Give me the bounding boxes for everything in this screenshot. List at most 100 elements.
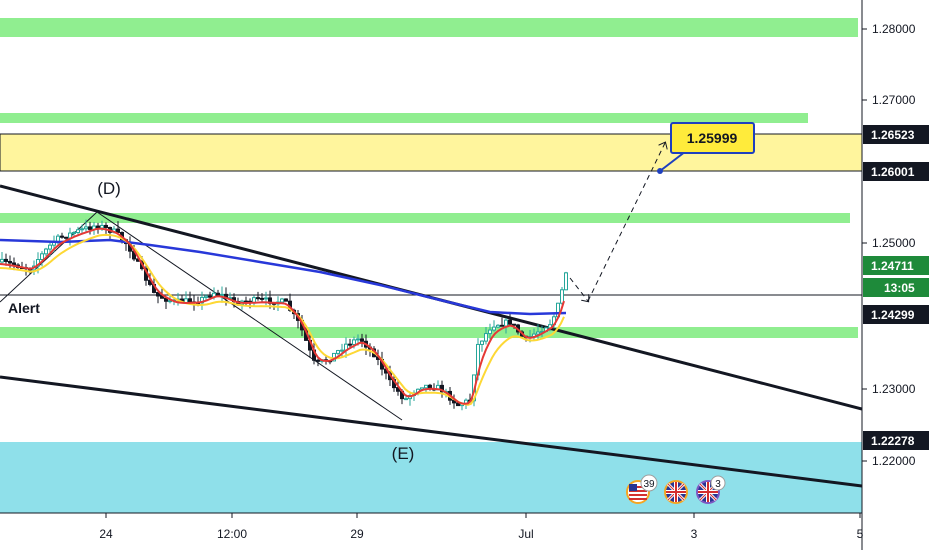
event-badge-us[interactable]: 39: [626, 474, 658, 504]
ma-long-line: [0, 238, 567, 316]
candle-body: [360, 338, 364, 342]
price-tag: [863, 125, 929, 144]
candle-body: [512, 323, 516, 326]
x-tick-label: 12:00: [217, 527, 247, 541]
price-tag-label: 1.26523: [871, 128, 915, 142]
candle-body: [40, 253, 44, 261]
candle-body: [484, 333, 488, 342]
ema-slow-line: [0, 233, 565, 406]
resistance-zone: [0, 213, 850, 223]
event-count-badge: [640, 474, 658, 492]
time-axis[interactable]: 24 12:00 29 Jul 3 5: [99, 513, 864, 541]
price-tag-label: 1.26001: [871, 165, 915, 179]
price-tag: [863, 305, 929, 324]
candle-body: [336, 350, 340, 354]
event-count: 3: [715, 479, 721, 490]
target-point: [657, 168, 663, 174]
event-badge-uk[interactable]: [664, 480, 688, 504]
candle-body: [84, 226, 88, 230]
candle-body: [4, 258, 8, 262]
candle-body: [504, 319, 508, 327]
candle-body: [424, 384, 428, 389]
y-tick-label: 1.22000: [872, 454, 916, 468]
candle-body: [48, 244, 52, 250]
price-tag-label: 1.24299: [871, 308, 915, 322]
candle-body: [76, 229, 80, 233]
candle-body: [64, 236, 68, 239]
candle-body: [340, 349, 344, 352]
candles: [0, 219, 568, 411]
candle-body: [488, 329, 492, 335]
lower-trendline[interactable]: [0, 375, 862, 488]
x-tick-label: 5: [857, 527, 864, 541]
candle-body: [284, 298, 288, 302]
candle-body: [168, 300, 172, 303]
x-tick-label: 3: [691, 527, 698, 541]
projection-path: [569, 277, 588, 301]
candle-body: [496, 324, 500, 328]
candle-body: [216, 292, 220, 296]
projection-path: [587, 143, 665, 302]
candle-body: [8, 260, 12, 264]
price-tag: [863, 256, 929, 275]
candle-body: [208, 295, 212, 298]
target-callout-label: 1.25999: [687, 130, 738, 146]
candle-body: [44, 248, 48, 255]
candle-body: [348, 343, 352, 346]
candle-body: [260, 297, 264, 300]
event-count-badge: [710, 475, 726, 491]
candle-body: [100, 224, 104, 229]
x-tick-label: Jul: [518, 527, 533, 541]
candle-body: [252, 297, 256, 303]
resistance-zone: [0, 18, 858, 37]
y-tick-label: 1.27000: [872, 93, 916, 107]
support-zone: [0, 327, 858, 338]
event-count: 39: [643, 479, 655, 490]
price-axis[interactable]: 1.28000 1.27000 1.25000 1.23000 1.22000 …: [862, 22, 929, 468]
candle-body: [500, 324, 504, 327]
candle-body: [440, 384, 444, 393]
candle-body: [104, 224, 108, 228]
x-tick-label: 24: [99, 527, 113, 541]
candle-body: [356, 338, 360, 341]
price-tag: [863, 431, 929, 450]
price-tag-label: 1.24711: [871, 259, 914, 273]
candle-body: [80, 228, 84, 231]
x-tick-label: 29: [350, 527, 364, 541]
candle-body: [564, 272, 568, 291]
y-tick-label: 1.25000: [872, 236, 916, 250]
candle-body: [204, 295, 208, 298]
price-tag-label: 1.22278: [871, 434, 915, 448]
candle-body: [160, 295, 164, 299]
candle-body: [404, 398, 408, 401]
resistance-zone: [0, 113, 808, 123]
candle-body: [88, 226, 92, 230]
alert-label: Alert: [8, 300, 40, 316]
candle-body: [508, 319, 512, 325]
candle-body: [220, 293, 224, 296]
event-badge-uk-2[interactable]: 3: [696, 475, 726, 504]
candle-body: [0, 258, 4, 263]
price-tag: [863, 162, 929, 181]
wave-e-label: (E): [392, 444, 415, 463]
y-tick-label: 1.23000: [872, 382, 916, 396]
candle-body: [536, 331, 540, 335]
ema-fast-line: [0, 227, 565, 405]
candle-body: [116, 228, 120, 233]
plot-area[interactable]: 1.25999 (D) (E) Alert 39: [0, 18, 862, 513]
demand-zone: [0, 442, 862, 513]
candle-body: [72, 231, 76, 234]
target-callout[interactable]: [670, 122, 755, 154]
candle-body: [188, 298, 192, 303]
candle-body: [492, 326, 496, 331]
candle-body: [60, 235, 64, 238]
countdown-label: 13:05: [884, 281, 915, 295]
wave-d-label: (D): [97, 179, 121, 198]
candle-body: [560, 289, 564, 304]
candle-body: [352, 339, 356, 345]
y-tick-label: 1.28000: [872, 22, 916, 36]
candle-body: [480, 340, 484, 345]
candle-body: [256, 297, 260, 300]
